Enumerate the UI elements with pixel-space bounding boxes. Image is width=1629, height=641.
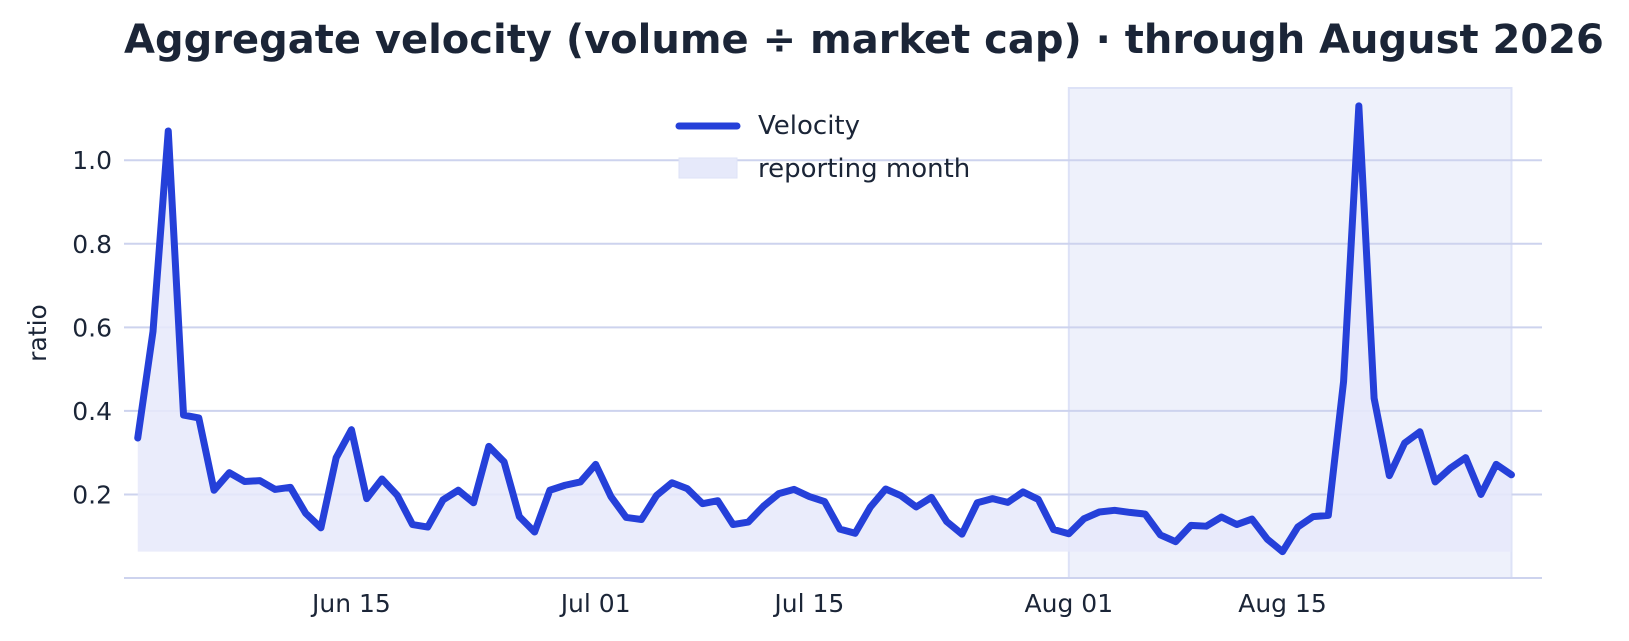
- y-tick-label: 0.4: [72, 397, 112, 426]
- area-layer: [137, 105, 1512, 552]
- x-tick-label: Jul 01: [559, 589, 631, 618]
- y-tick-label: 1.0: [72, 146, 112, 175]
- x-tick-label: Aug 15: [1238, 589, 1327, 618]
- legend: Velocity reporting month: [675, 111, 970, 184]
- velocity-line: [134, 102, 1515, 556]
- y-tick-label: 0.8: [72, 230, 112, 259]
- x-tick-label: Jun 15: [310, 589, 391, 618]
- x-tick-label: Jul 15: [772, 589, 844, 618]
- x-tick-label: Aug 01: [1025, 589, 1114, 618]
- x-tick-labels: Jun 15 Jul 01 Jul 15 Aug 01 Aug 15: [310, 589, 1327, 618]
- y-tick-labels: 0.2 0.4 0.6 0.8 1.0: [72, 146, 112, 509]
- line-layer: [134, 102, 1515, 556]
- legend-velocity-label: Velocity: [758, 111, 860, 141]
- legend-reporting-month-swatch: [678, 157, 738, 179]
- y-tick-label: 0.2: [72, 480, 112, 509]
- y-tick-label: 0.6: [72, 313, 112, 342]
- chart-title: Aggregate velocity (volume ÷ market cap)…: [124, 17, 1604, 63]
- velocity-area: [137, 105, 1512, 552]
- y-axis-label: ratio: [23, 304, 52, 362]
- legend-reporting-month-label: reporting month: [758, 154, 970, 184]
